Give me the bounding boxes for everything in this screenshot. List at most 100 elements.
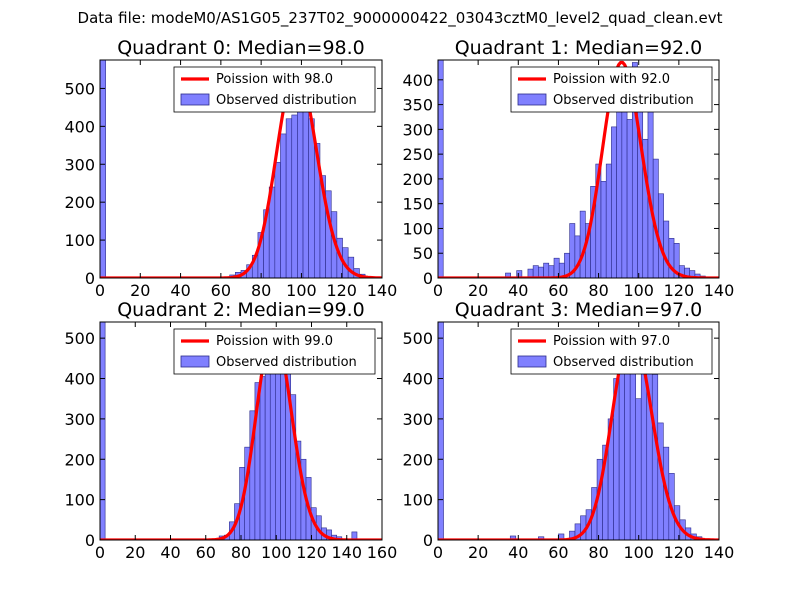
quadrant-3-legend-bar-swatch [517, 355, 547, 368]
quadrant-2-xtick-label: 40 [160, 543, 180, 562]
quadrant-1-ytick-label: 200 [402, 170, 433, 189]
quadrant-3-bar [438, 322, 444, 540]
quadrant-2-xtick-label: 0 [95, 543, 105, 562]
quadrant-1-xtick-label: 40 [508, 281, 528, 300]
quadrant-2-legend-bar-swatch [180, 355, 210, 368]
quadrant-3-poisson-line [438, 330, 719, 540]
quadrant-0-xtick-label: 20 [130, 281, 150, 300]
quadrant-1-xtick-label: 140 [704, 281, 735, 300]
quadrant-3-xtick-label: 80 [588, 543, 608, 562]
quadrant-1-axes-frame [437, 59, 720, 279]
quadrant-2-bar [100, 322, 106, 540]
quadrant-1-xtick-label: 0 [433, 281, 443, 300]
quadrant-1-bar [574, 235, 581, 278]
quadrant-3-xtick-label: 20 [468, 543, 488, 562]
quadrant-0-legend-bar-label: Observed distribution [216, 93, 357, 108]
quadrant-2-xtick-label: 100 [261, 543, 292, 562]
quadrant-3-bar [646, 345, 653, 540]
quadrant-0-xtick-label: 60 [211, 281, 231, 300]
quadrant-0-ytick-label: 0 [85, 269, 95, 288]
quadrant-1-ytick-label: 300 [402, 120, 433, 139]
quadrant-1-legend-bar-swatch [517, 93, 547, 106]
quadrant-3-axes-frame [437, 321, 720, 541]
quadrant-2-legend: Poission with 99.0 Observed distribution [173, 328, 376, 375]
quadrant-3-ytick-label: 500 [402, 329, 433, 348]
quadrant-0-bar [291, 114, 298, 278]
quadrant-1-bar [548, 265, 555, 278]
quadrant-0-bars [100, 60, 366, 278]
quadrant-1-bar [438, 60, 444, 278]
quadrant-0-ytick-label: 300 [64, 155, 95, 174]
quadrant-0-bar [274, 162, 281, 278]
quadrant-3-bar [538, 536, 545, 540]
quadrant-2-bar [259, 376, 266, 540]
quadrant-1-ytick-label: 0 [423, 269, 433, 288]
quadrant-2-title: Quadrant 2: Median=99.0 [117, 299, 365, 321]
quadrant-3-ytick-label: 400 [402, 370, 433, 389]
quadrant-1-xtick-label: 120 [664, 281, 695, 300]
quadrant-1-bar [621, 84, 628, 278]
quadrant-2-bar [264, 349, 271, 540]
quadrant-0-bar [100, 60, 106, 278]
quadrant-2-xtick-label: 160 [367, 543, 398, 562]
quadrant-1-xtick-label: 100 [623, 281, 654, 300]
quadrant-1-ytick-label: 100 [402, 219, 433, 238]
quadrant-3-legend-bar-label: Observed distribution [553, 355, 694, 370]
quadrant-1-ytick-label: 400 [402, 71, 433, 90]
quadrant-0-xtick-label: 120 [326, 281, 357, 300]
quadrant-0-bar [297, 110, 304, 278]
quadrant-1-bar [626, 119, 633, 278]
quadrant-1-bar [663, 220, 670, 278]
quadrant-3-legend: Poission with 97.0 Observed distribution [510, 328, 713, 375]
quadrant-0-poisson-line [100, 67, 382, 278]
quadrant-2-ytick-label: 400 [64, 370, 95, 389]
quadrant-1-panel: Quadrant 1: Median=92.0 0 20 40 60 80 100 120 14… [402, 37, 734, 300]
quadrant-3-bar [635, 398, 642, 540]
quadrant-0-xtick-label: 40 [170, 281, 190, 300]
quadrant-3-bar [651, 374, 659, 540]
quadrant-2-xtick-label: 140 [331, 543, 362, 562]
quadrant-1-legend-line-label: Poission with 92.0 [553, 72, 670, 87]
quadrant-3-ytick-label: 300 [402, 410, 433, 429]
quadrant-0-panel: Quadrant 0: Median=98.0 0 20 40 60 80 100 120 14… [64, 37, 397, 300]
quadrant-1-bar [605, 163, 612, 278]
quadrant-0-title: Quadrant 0: Median=98.0 [117, 37, 365, 59]
quadrant-1-poisson-line [438, 60, 719, 278]
figure-suptitle: Data file: modeM0/AS1G05_237T02_90000004… [78, 9, 723, 28]
quadrant-2-xtick-label: 20 [125, 543, 145, 562]
quadrant-1-ytick-label: 50 [413, 244, 433, 263]
quadrant-1-bar [611, 126, 617, 278]
quadrant-0-xtick-label: 80 [251, 281, 271, 300]
quadrant-2-ytick-label: 300 [64, 410, 95, 429]
quadrant-3-xtick-label: 60 [548, 543, 568, 562]
quadrant-1-bar [543, 262, 550, 278]
quadrant-2-ytick-label: 0 [85, 531, 95, 550]
quadrant-3-legend-line-label: Poission with 97.0 [553, 334, 670, 349]
quadrant-0-ytick-label: 100 [64, 231, 95, 250]
quadrant-0-legend-line-label: Poission with 98.0 [216, 72, 333, 87]
quadrant-1-title: Quadrant 1: Median=92.0 [455, 37, 703, 59]
quadrant-0-ytick-label: 500 [64, 79, 95, 98]
quadrant-1-bar [532, 265, 539, 278]
quadrant-3-ytick-label: 100 [402, 491, 433, 510]
quadrant-2-ytick-label: 500 [64, 329, 95, 348]
quadrant-0-legend-bar-swatch [180, 93, 210, 106]
quadrant-3-ytick-label: 200 [402, 450, 433, 469]
quadrant-2-panel: Quadrant 2: Median=99.00 20 40 60 80 100 120 14… [64, 299, 397, 562]
quadrant-2-ytick-label: 100 [64, 491, 95, 510]
quadrant-0-bar [308, 118, 315, 278]
quadrant-3-bar [618, 349, 625, 540]
subplot-grid: Quadrant 0: Median=98.0 0 20 40 60 80 100 120 14… [64, 37, 734, 562]
quadrant-2-ytick-label: 200 [64, 450, 95, 469]
quadrant-0-ytick-label: 200 [64, 193, 95, 212]
quadrant-3-ytick-label: 0 [423, 531, 433, 550]
quadrant-3-xtick-label: 120 [664, 543, 695, 562]
quadrant-3-panel: Quadrant 3: Median=97.0 0 20 40 60 80 100 120 14… [402, 299, 734, 562]
quadrant-0-bar [280, 133, 287, 278]
quadrant-2-legend-bar-label: Observed distribution [216, 355, 357, 370]
quadrant-0-axes-frame [99, 59, 383, 279]
quadrant-1-xtick-label: 80 [588, 281, 608, 300]
quadrant-0-xtick-label: 0 [95, 281, 105, 300]
quadrant-0-ytick-label: 400 [64, 117, 95, 136]
